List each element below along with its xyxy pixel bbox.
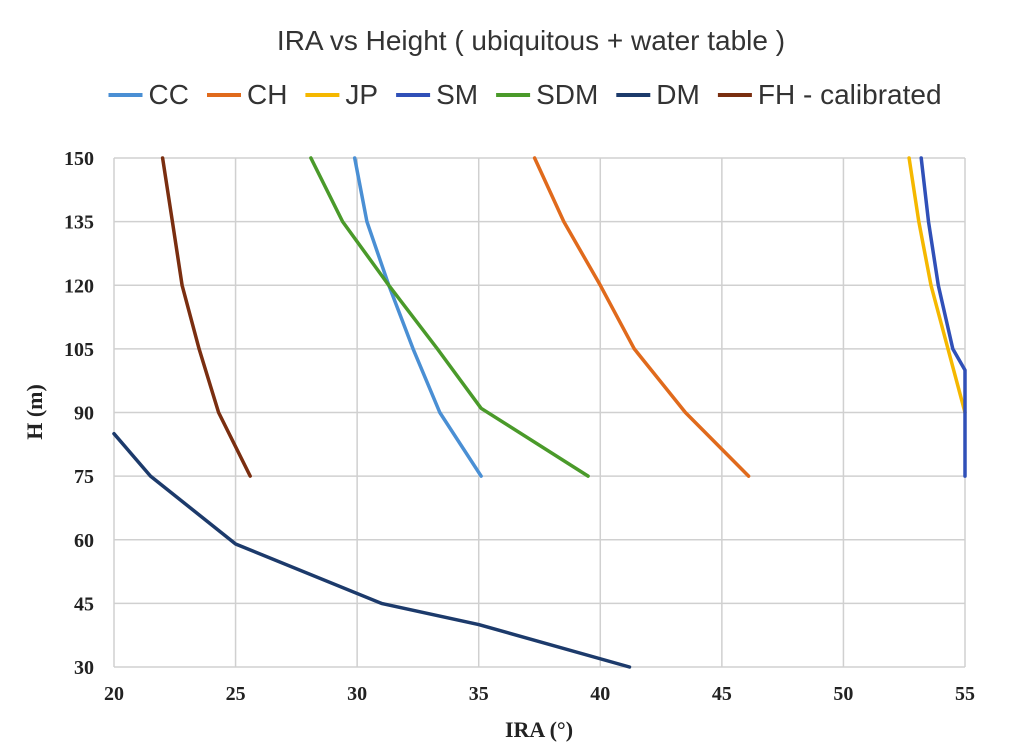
y-tick-label: 60	[74, 530, 94, 552]
y-axis-label: H (m)	[22, 384, 47, 440]
series-line-jp	[907, 156, 967, 415]
chart-legend: CC CH JP SM SDM DM FH - calibrated	[108, 79, 942, 110]
x-tick-label: 20	[104, 683, 124, 705]
x-tick-label: 25	[226, 683, 246, 705]
legend-label: JP	[345, 79, 378, 110]
y-tick-label: 150	[64, 148, 94, 170]
x-axis-ticks: 20 25 30 35 40 45 50 55	[104, 683, 975, 705]
y-tick-label: 45	[74, 593, 94, 615]
y-tick-label: 105	[64, 339, 94, 361]
legend-label: FH - calibrated	[758, 79, 942, 110]
legend-item: SM	[396, 79, 478, 110]
legend-label: CH	[247, 79, 287, 110]
legend-item: DM	[616, 79, 700, 110]
y-axis-ticks: 30 45 60 75 90 105 120 135 150	[64, 148, 94, 679]
legend-item: SDM	[496, 79, 598, 110]
y-tick-label: 135	[64, 212, 94, 234]
y-tick-label: 75	[74, 466, 94, 488]
x-tick-label: 50	[833, 683, 853, 705]
legend-label: SM	[436, 79, 478, 110]
y-tick-label: 30	[74, 657, 94, 679]
legend-item: FH - calibrated	[717, 79, 942, 110]
y-tick-label: 90	[74, 403, 94, 425]
legend-item: JP	[305, 79, 378, 110]
x-tick-label: 35	[469, 683, 489, 705]
y-tick-label: 120	[64, 275, 94, 297]
legend-label: DM	[656, 79, 700, 110]
x-tick-label: 45	[712, 683, 732, 705]
series-line-fh-calibrated	[160, 156, 252, 478]
series-line-sdm	[309, 156, 590, 478]
legend-item: CC	[108, 79, 189, 110]
legend-label: CC	[149, 79, 189, 110]
x-tick-label: 55	[955, 683, 975, 705]
series-line-ch	[532, 156, 751, 478]
series-line-sm	[919, 156, 967, 478]
x-tick-label: 30	[347, 683, 367, 705]
chart-grid	[113, 157, 966, 668]
x-tick-label: 40	[590, 683, 610, 705]
x-axis-label: IRA (°)	[505, 717, 573, 742]
legend-item: CH	[207, 79, 287, 110]
legend-label: SDM	[536, 79, 598, 110]
series-line-dm	[112, 431, 632, 669]
chart-title: IRA vs Height ( ubiquitous + water table…	[277, 25, 785, 56]
chart-series	[112, 156, 967, 669]
series-line-cc	[352, 156, 483, 478]
